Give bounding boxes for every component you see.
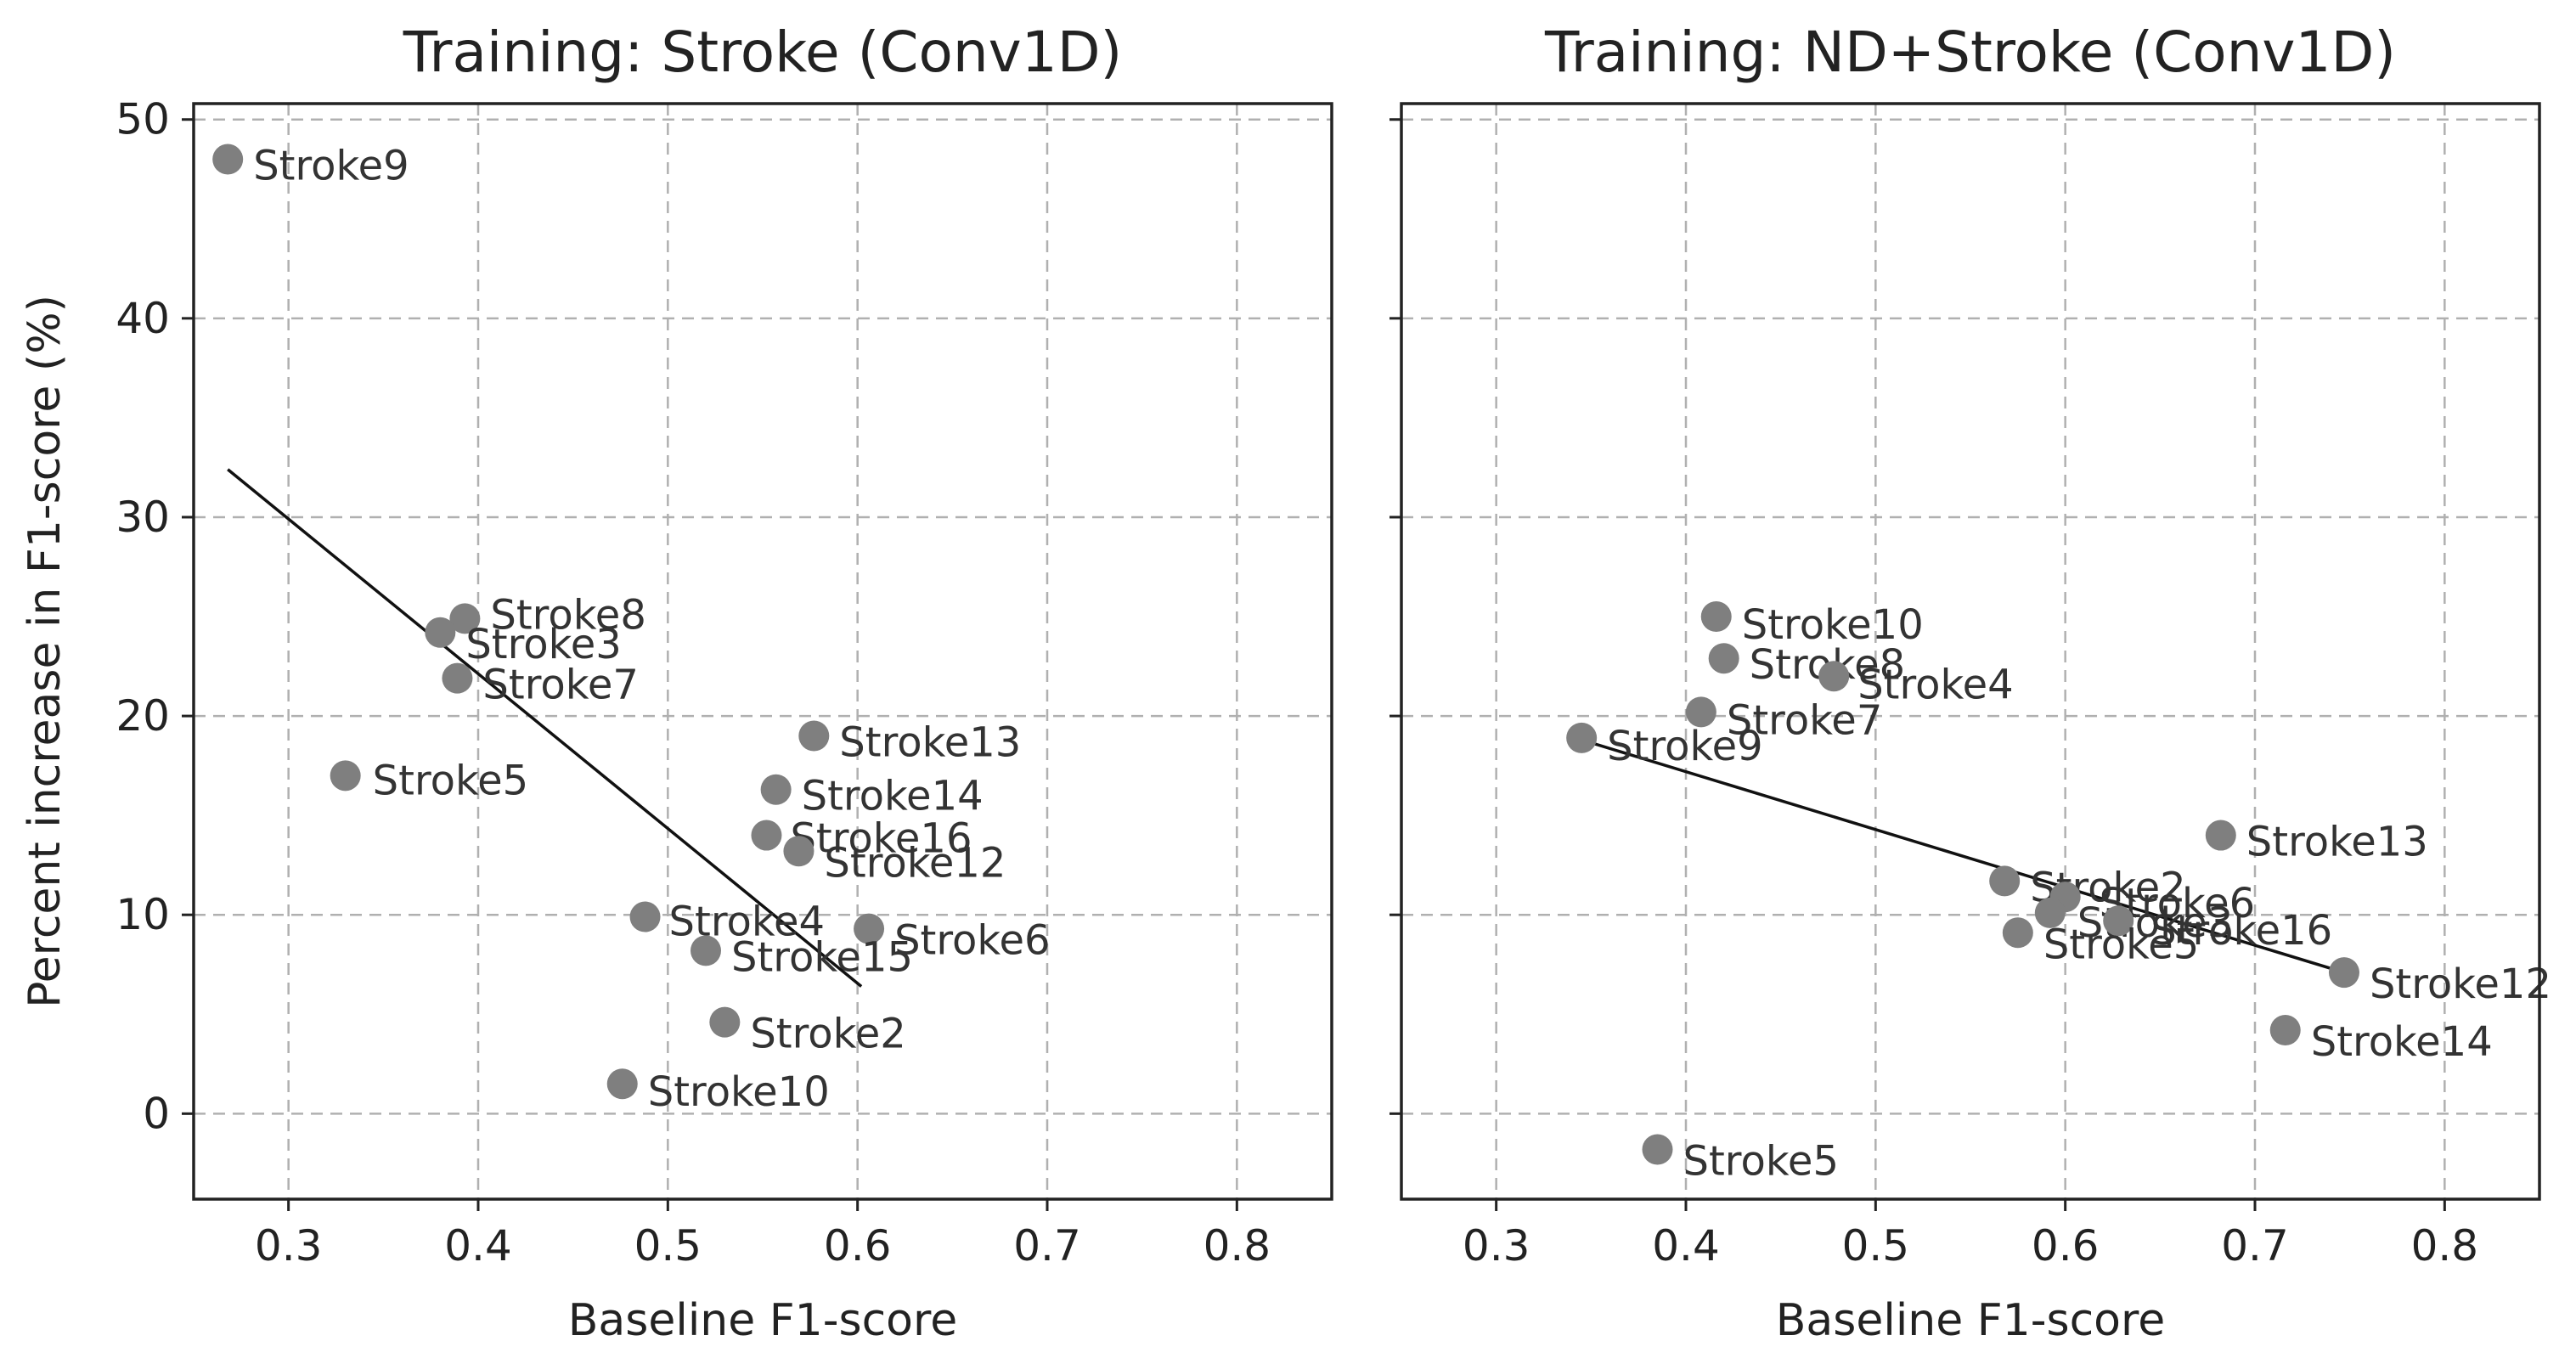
data-point-label: Stroke3 bbox=[2077, 899, 2234, 947]
data-point bbox=[2002, 917, 2033, 949]
data-point bbox=[1818, 661, 1850, 692]
data-point-label: Stroke13 bbox=[2246, 819, 2428, 866]
data-point-label: Stroke16 bbox=[790, 815, 972, 863]
y-tick-label: 20 bbox=[116, 691, 170, 741]
data-point-label: Stroke4 bbox=[669, 899, 826, 946]
x-tick-label: 0.6 bbox=[2032, 1221, 2100, 1270]
data-point bbox=[783, 836, 815, 867]
data-point bbox=[1685, 696, 1716, 728]
data-point bbox=[1989, 865, 2021, 897]
x-tick-label: 0.8 bbox=[2411, 1221, 2479, 1270]
x-tick-label: 0.4 bbox=[1652, 1221, 1720, 1270]
data-point-label: Stroke10 bbox=[648, 1068, 830, 1116]
x-tick-label: 0.8 bbox=[1203, 1221, 1271, 1270]
data-point-label: Stroke5 bbox=[373, 757, 528, 804]
plot-frame bbox=[192, 102, 1333, 1201]
data-point bbox=[1642, 1134, 1673, 1165]
x-axis-label: Baseline F1-score bbox=[568, 1295, 957, 1346]
panel-right: 0.30.40.50.60.70.8Stroke10Stroke8Stroke4… bbox=[1389, 20, 2551, 1346]
data-point-label: Stroke3 bbox=[465, 621, 622, 668]
data-point-label: Stroke4 bbox=[1857, 661, 2014, 708]
data-point bbox=[629, 901, 661, 932]
x-tick-label: 0.6 bbox=[824, 1221, 892, 1270]
data-point bbox=[212, 144, 244, 175]
data-point bbox=[1708, 643, 1739, 674]
x-axis-label: Baseline F1-score bbox=[1776, 1295, 2165, 1346]
data-point-label: Stroke15 bbox=[731, 933, 913, 981]
data-point bbox=[854, 913, 885, 944]
x-tick-label: 0.5 bbox=[1842, 1221, 1910, 1270]
data-point-label: Stroke9 bbox=[253, 143, 409, 190]
x-tick-label: 0.4 bbox=[444, 1221, 512, 1270]
data-point-label: Stroke12 bbox=[824, 839, 1006, 887]
data-point-label: Stroke7 bbox=[1727, 696, 1883, 744]
data-point-label: Stroke16 bbox=[2150, 907, 2332, 955]
data-point-label: Stroke8 bbox=[490, 591, 646, 639]
data-point-label: Stroke5 bbox=[1683, 1137, 1840, 1185]
data-point bbox=[442, 662, 473, 694]
data-point bbox=[1566, 722, 1598, 753]
data-point bbox=[425, 617, 456, 648]
trend-line bbox=[1581, 738, 2345, 974]
data-point bbox=[751, 820, 782, 851]
data-point-label: Stroke9 bbox=[1607, 723, 1762, 770]
trend-line bbox=[227, 468, 863, 988]
data-point bbox=[2328, 957, 2359, 989]
y-axis-label: Percent increase in F1-score (%) bbox=[20, 295, 70, 1008]
data-point-label: Stroke12 bbox=[2370, 961, 2551, 1008]
data-point-label: Stroke10 bbox=[1742, 601, 1924, 649]
plot-frame bbox=[1400, 102, 2541, 1201]
data-point bbox=[449, 603, 481, 634]
data-point bbox=[1700, 601, 1732, 633]
data-point bbox=[709, 1006, 741, 1038]
x-tick-label: 0.5 bbox=[634, 1221, 702, 1270]
x-tick-label: 0.7 bbox=[2221, 1221, 2289, 1270]
panel-left: 0.3 0.4 0.5 0.6 0.7 0.8 0 10 20 30 40 50 Stroke9 Stro… bbox=[20, 20, 1333, 1346]
chart-title: Training: ND+Stroke (Conv1D) bbox=[1544, 20, 2396, 85]
y-tick-label: 10 bbox=[116, 890, 170, 939]
data-point bbox=[798, 720, 830, 752]
y-tick-label: 50 bbox=[116, 95, 170, 144]
chart-title: Training: Stroke (Conv1D) bbox=[403, 20, 1123, 85]
x-tick-label: 0.3 bbox=[1463, 1221, 1530, 1270]
y-tick-label: 30 bbox=[116, 493, 170, 542]
data-point bbox=[2205, 820, 2236, 851]
y-tick-label: 0 bbox=[143, 1089, 170, 1138]
data-point bbox=[691, 935, 721, 966]
data-point bbox=[760, 774, 792, 805]
data-point bbox=[2034, 897, 2066, 928]
data-point bbox=[330, 760, 361, 792]
data-point-label: Stroke14 bbox=[2311, 1018, 2493, 1066]
data-point-label: Stroke5 bbox=[2043, 921, 2200, 968]
data-point bbox=[2269, 1014, 2301, 1045]
data-point-label: Stroke6 bbox=[894, 917, 1051, 965]
data-point bbox=[606, 1068, 638, 1100]
data-point-label: Stroke14 bbox=[802, 773, 984, 820]
x-tick-label: 0.7 bbox=[1013, 1221, 1081, 1270]
x-tick-label: 0.3 bbox=[255, 1221, 323, 1270]
data-point bbox=[2103, 905, 2134, 937]
data-point-label: Stroke7 bbox=[482, 662, 639, 709]
data-point-label: Stroke13 bbox=[839, 719, 1021, 767]
data-point-label: Stroke2 bbox=[750, 1011, 905, 1058]
y-tick-label: 40 bbox=[116, 294, 170, 343]
